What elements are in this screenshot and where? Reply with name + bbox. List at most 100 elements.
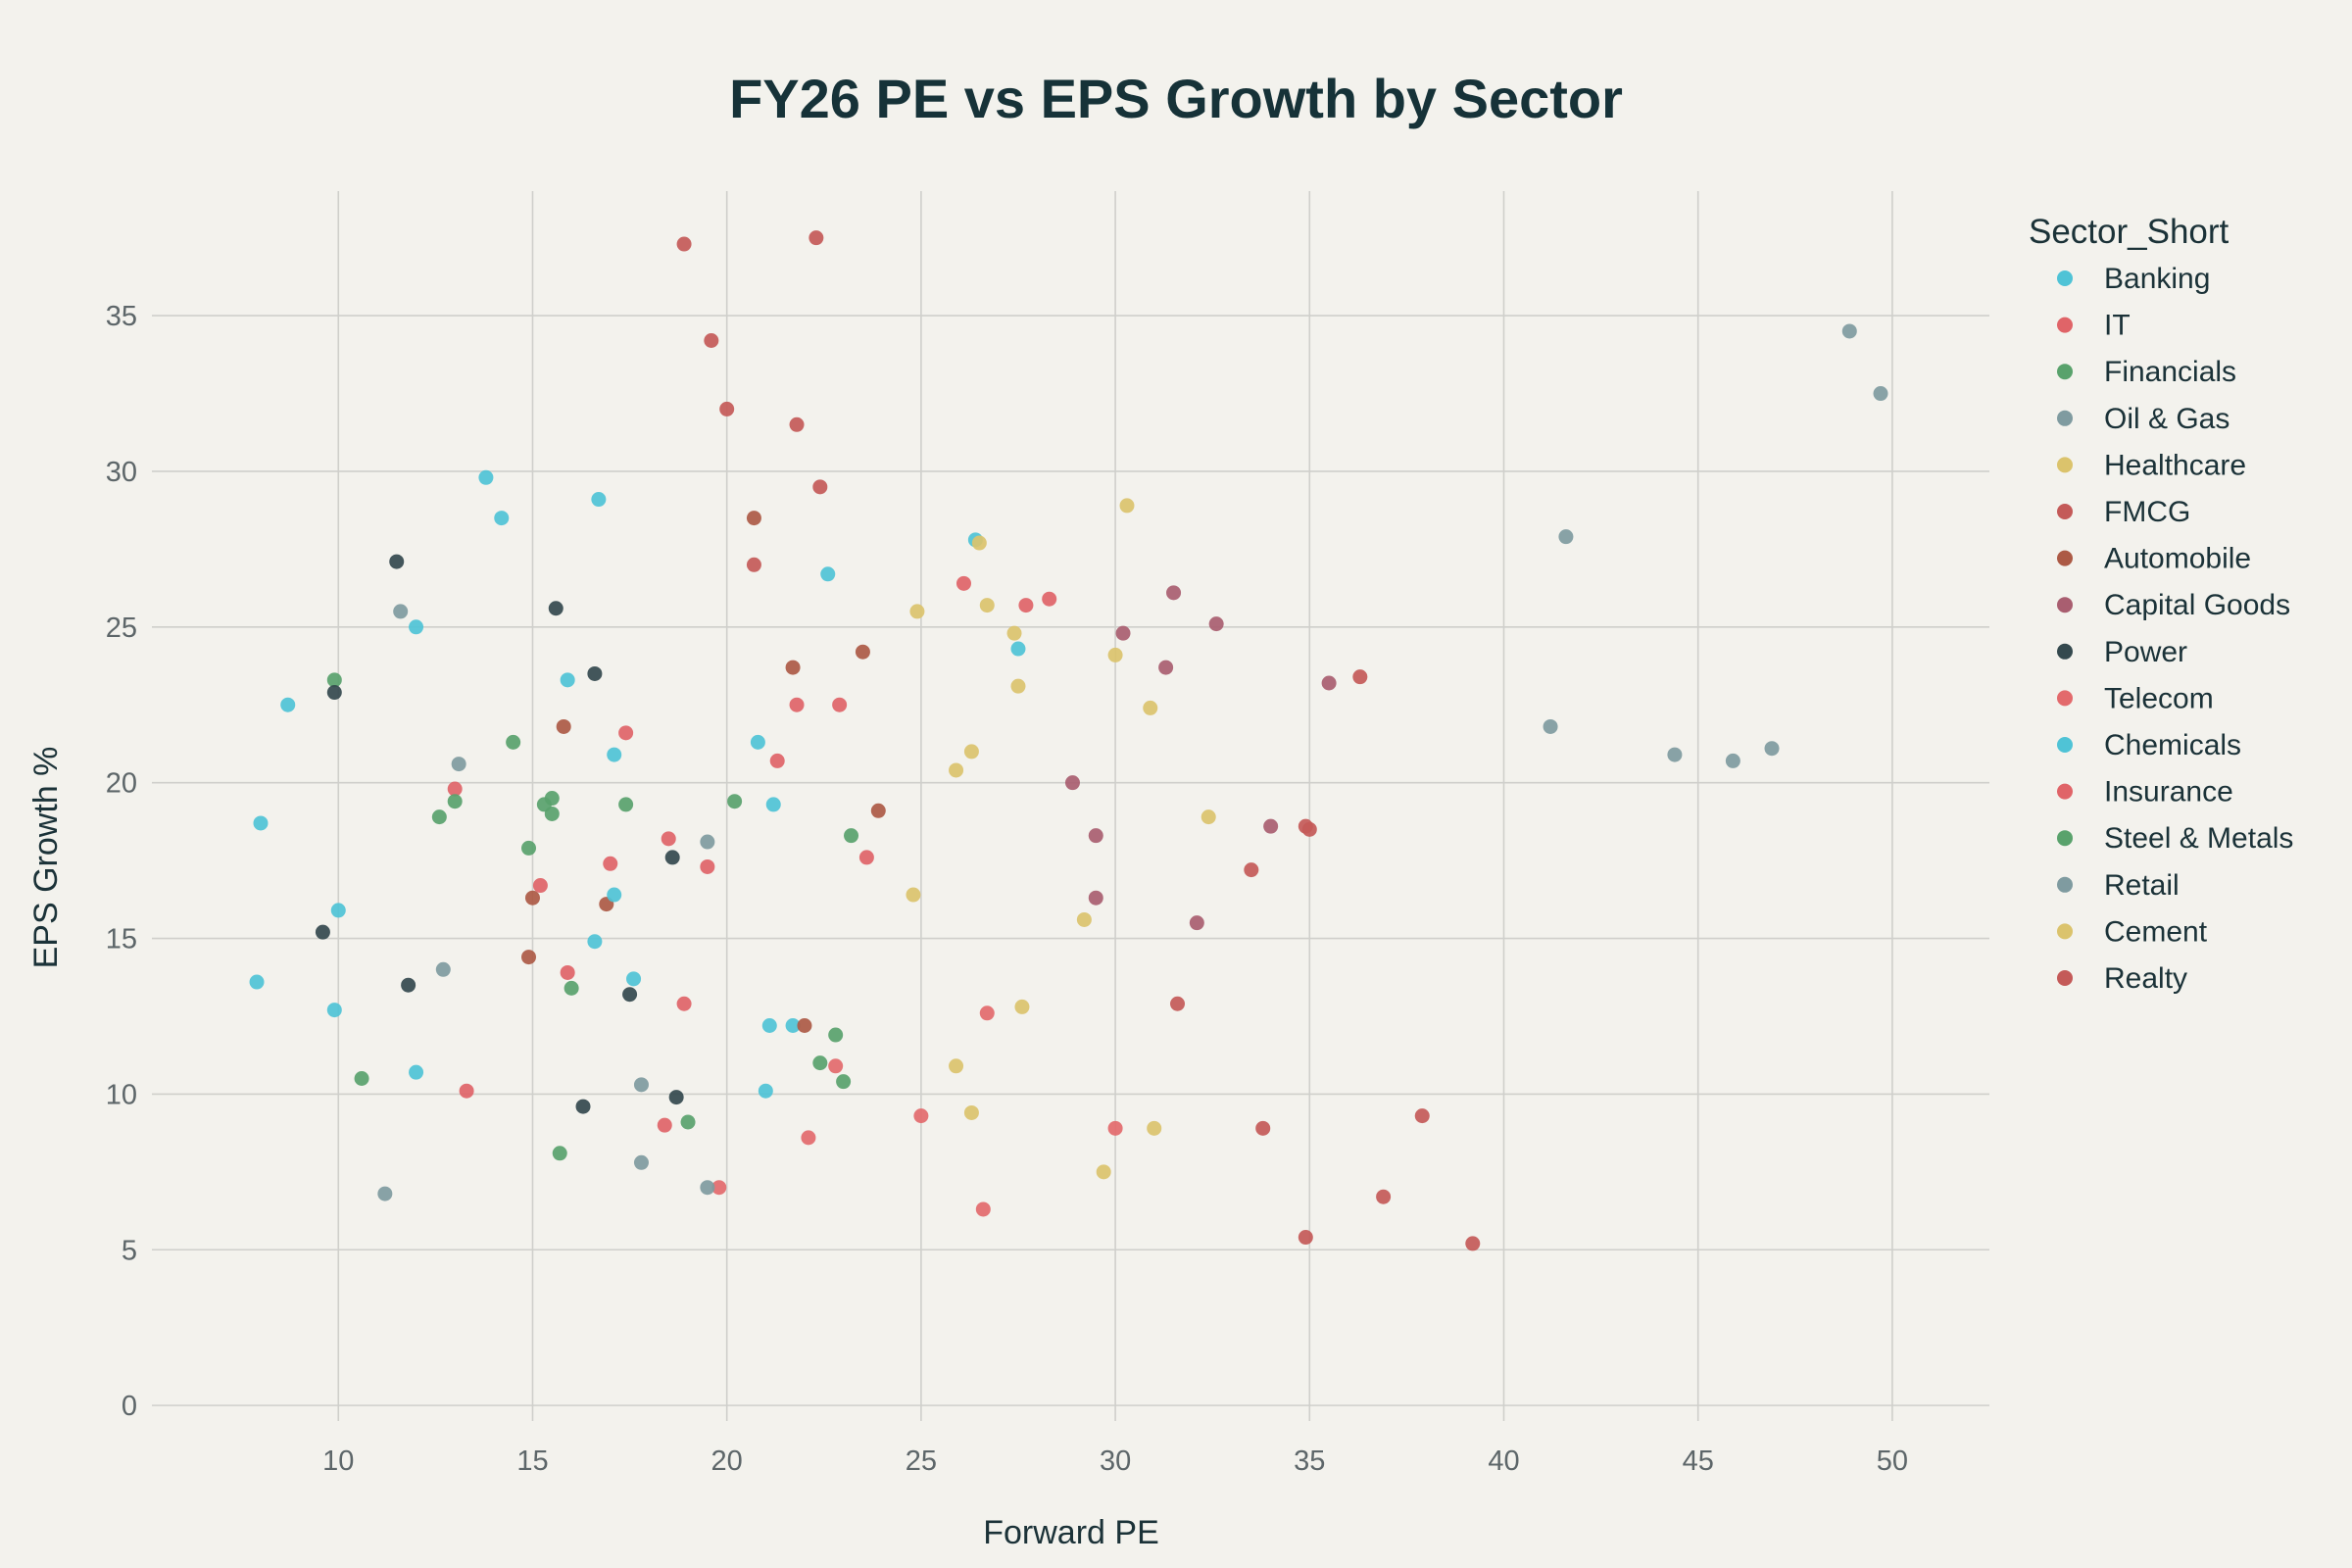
data-point: [801, 1130, 816, 1146]
data-point: [377, 1186, 393, 1201]
x-axis-label: Forward PE: [983, 1514, 1159, 1551]
data-point: [700, 858, 715, 874]
y-axis-label: EPS Growth %: [27, 747, 65, 969]
x-tick-label: 45: [1683, 1446, 1714, 1477]
x-tick-label: 15: [516, 1446, 548, 1477]
data-point: [700, 1180, 715, 1196]
data-point: [769, 753, 785, 768]
data-point: [1014, 999, 1030, 1014]
data-point: [1096, 1164, 1111, 1180]
data-point: [326, 1003, 342, 1018]
data-point: [409, 1064, 424, 1080]
data-point: [789, 697, 805, 712]
data-point: [1244, 862, 1259, 878]
legend-marker: [2057, 970, 2073, 986]
x-tick-label: 10: [322, 1446, 354, 1477]
data-point: [354, 1071, 369, 1087]
data-point: [1558, 529, 1574, 545]
data-point: [401, 977, 416, 993]
data-point: [1119, 498, 1135, 514]
data-point: [1107, 647, 1123, 662]
data-point: [1088, 890, 1103, 906]
data-point: [909, 604, 925, 619]
data-point: [832, 697, 848, 712]
data-point: [1414, 1108, 1430, 1124]
data-point: [761, 1017, 777, 1033]
data-point: [797, 1017, 812, 1033]
data-point: [1465, 1236, 1481, 1251]
series-group: [447, 575, 1057, 1099]
legend-item-label: Banking: [2104, 263, 2210, 295]
series-group: [676, 230, 1368, 1136]
data-point: [607, 747, 622, 762]
data-point: [1543, 718, 1558, 734]
data-point: [676, 236, 692, 252]
y-tick-label: 35: [106, 301, 137, 332]
data-point: [1006, 625, 1022, 641]
legend-item-label: Power: [2104, 636, 2187, 668]
data-point: [1042, 591, 1057, 607]
data-point: [1010, 678, 1026, 694]
data-point: [664, 850, 680, 865]
data-point: [253, 815, 269, 831]
legend-item-label: Realty: [2104, 962, 2187, 995]
data-point: [949, 762, 964, 778]
data-point: [680, 1114, 696, 1130]
data-point: [704, 333, 719, 349]
series-group: [393, 323, 1888, 1170]
data-point: [758, 1083, 773, 1099]
data-point: [789, 416, 805, 432]
data-point: [906, 887, 921, 903]
y-tick-label: 10: [106, 1079, 137, 1110]
data-point: [1667, 747, 1683, 762]
data-point: [746, 511, 761, 526]
data-point: [1208, 616, 1224, 632]
data-point: [836, 1074, 852, 1090]
y-tick-label: 0: [122, 1391, 137, 1422]
data-point: [971, 535, 987, 551]
data-point: [521, 840, 537, 856]
data-point: [521, 950, 537, 965]
data-point: [979, 1005, 995, 1021]
legend-marker: [2057, 830, 2073, 847]
legend-item-label: Cement: [2104, 915, 2208, 948]
data-point: [1076, 911, 1092, 927]
data-point: [956, 575, 971, 591]
data-point: [249, 974, 265, 990]
data-point: [447, 794, 463, 809]
data-point: [1010, 641, 1026, 657]
data-points: [249, 230, 1888, 1251]
data-point: [459, 1083, 474, 1099]
data-point: [315, 924, 330, 940]
series-group: [906, 498, 1216, 1180]
legend-marker: [2057, 923, 2073, 940]
y-tick-label: 30: [106, 457, 137, 488]
data-point: [963, 744, 979, 760]
data-point: [1376, 1189, 1392, 1204]
data-point: [765, 797, 781, 812]
grid-layer: [152, 191, 1989, 1421]
series-group: [1170, 996, 1481, 1251]
series-group: [711, 1005, 1123, 1217]
data-point: [548, 601, 564, 616]
legend-item-label: Telecom: [2104, 682, 2214, 714]
legend-marker: [2057, 737, 2073, 753]
series-group: [326, 672, 859, 1161]
series-group: [377, 961, 715, 1201]
data-point: [622, 987, 638, 1003]
legend-marker: [2057, 876, 2073, 893]
data-point: [544, 791, 560, 807]
y-tick-label: 5: [122, 1235, 137, 1266]
chart-title: FY26 PE vs EPS Growth by Sector: [729, 68, 1623, 129]
y-tick-label: 20: [106, 768, 137, 800]
legend-marker: [2057, 643, 2073, 660]
legend-item-label: Steel & Metals: [2104, 822, 2293, 855]
x-tick-label: 35: [1294, 1446, 1325, 1477]
legend-marker: [2057, 317, 2073, 333]
data-point: [719, 401, 735, 416]
x-tick-label: 20: [711, 1446, 743, 1477]
data-point: [975, 1201, 991, 1217]
legend-marker: [2057, 457, 2073, 473]
data-point: [828, 1027, 844, 1043]
